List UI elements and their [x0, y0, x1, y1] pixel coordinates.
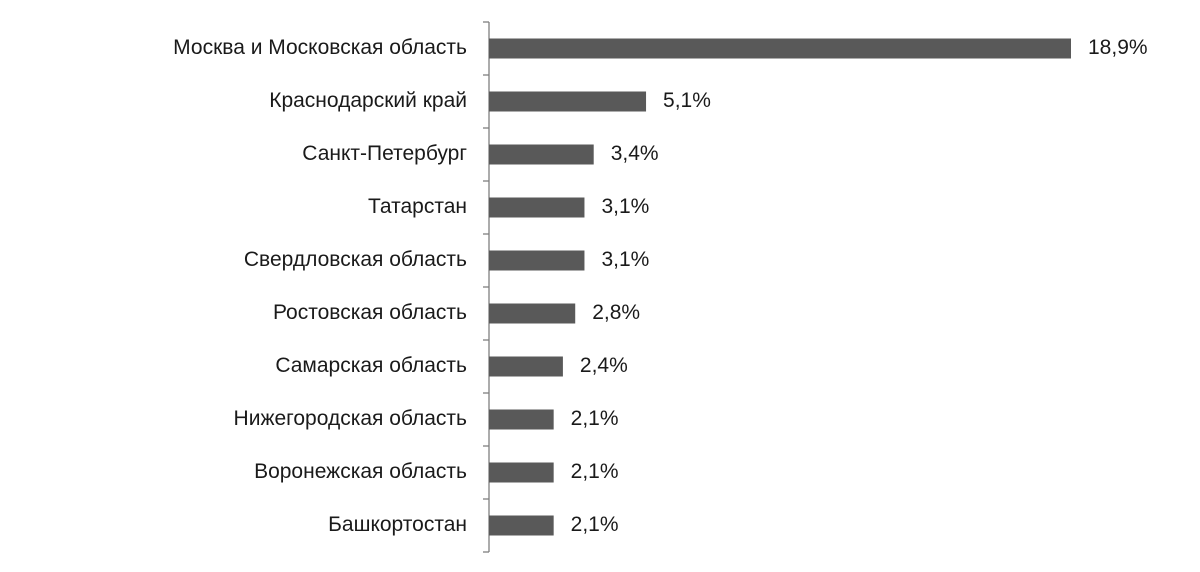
category-label: Татарстан — [368, 195, 467, 218]
category-label: Нижегородская область — [234, 407, 467, 430]
category-label: Краснодарский край — [269, 89, 467, 112]
category-label: Москва и Московская область — [173, 36, 467, 59]
value-label: 2,8% — [592, 301, 640, 324]
bar — [489, 356, 563, 377]
bar — [489, 38, 1071, 59]
bar — [489, 303, 576, 324]
bar — [489, 515, 554, 536]
value-label: 18,9% — [1088, 36, 1148, 59]
bar — [489, 409, 554, 430]
value-label: 3,1% — [601, 248, 649, 271]
category-label: Башкортостан — [328, 513, 467, 536]
category-label: Свердловская область — [244, 248, 467, 271]
bar — [489, 144, 594, 165]
category-label: Самарская область — [275, 354, 467, 377]
value-label: 3,4% — [611, 142, 659, 165]
value-label: 2,1% — [571, 513, 619, 536]
category-label: Ростовская область — [273, 301, 467, 324]
value-label: 2,1% — [571, 407, 619, 430]
category-label: Санкт-Петербург — [302, 142, 467, 165]
value-label: 2,4% — [580, 354, 628, 377]
bar — [489, 462, 554, 483]
bar — [489, 197, 585, 218]
value-label: 2,1% — [571, 460, 619, 483]
value-label: 3,1% — [601, 195, 649, 218]
bar — [489, 250, 585, 271]
value-label: 5,1% — [663, 89, 711, 112]
bar — [489, 91, 647, 112]
category-label: Воронежская область — [254, 460, 467, 483]
